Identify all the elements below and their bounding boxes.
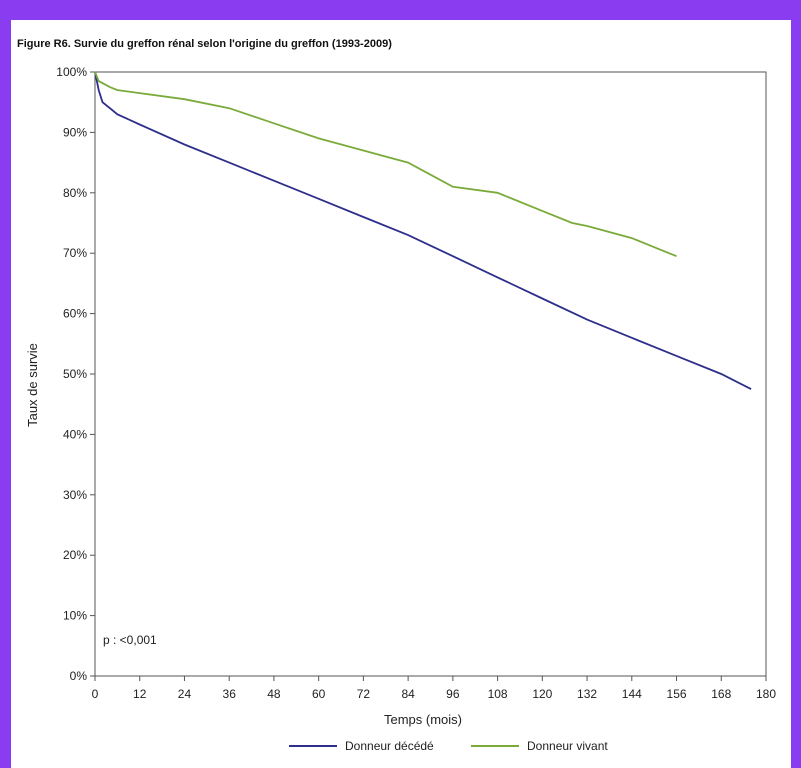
- legend-label: Donneur vivant: [527, 739, 608, 753]
- y-tick-label: 40%: [63, 427, 87, 441]
- legend-label: Donneur décédé: [345, 739, 434, 753]
- x-tick-label: 168: [711, 687, 731, 701]
- y-tick-label: 100%: [56, 65, 87, 79]
- y-tick-label: 0%: [70, 669, 88, 683]
- x-tick-label: 36: [223, 687, 237, 701]
- y-axis-label: Taux de survie: [25, 343, 40, 427]
- y-tick-label: 50%: [63, 367, 87, 381]
- y-tick-label: 90%: [63, 125, 87, 139]
- y-tick-label: 20%: [63, 548, 87, 562]
- y-tick-label: 80%: [63, 186, 87, 200]
- x-tick-label: 108: [488, 687, 508, 701]
- x-tick-label: 96: [446, 687, 460, 701]
- legend-item-donneur-vivant: Donneur vivant: [471, 739, 608, 753]
- y-tick-label: 30%: [63, 488, 87, 502]
- legend: Donneur décédé Donneur vivant: [289, 739, 608, 753]
- x-tick-label: 24: [178, 687, 192, 701]
- x-tick-label: 132: [577, 687, 597, 701]
- survival-chart: 0% 10% 20% 30% 40% 50% 60% 70% 80% 90% 100% 0 12 24 3…: [25, 65, 776, 753]
- legend-item-donneur-decede: Donneur décédé: [289, 739, 434, 753]
- x-tick-label: 180: [756, 687, 776, 701]
- y-axis: 0% 10% 20% 30% 40% 50% 60% 70% 80% 90% 100%: [56, 65, 95, 683]
- x-tick-label: 12: [133, 687, 147, 701]
- x-tick-label: 156: [667, 687, 687, 701]
- series-line-donneur-decede: [94, 71, 752, 390]
- y-tick-label: 60%: [63, 307, 87, 321]
- x-tick-label: 60: [312, 687, 326, 701]
- x-tick-label: 72: [357, 687, 371, 701]
- x-tick-label: 144: [622, 687, 642, 701]
- x-axis: 0 12 24 36 48 60 72 84 96 108 120 132 144 156 168 180: [92, 676, 776, 701]
- p-value-annotation: p : <0,001: [103, 633, 157, 647]
- figure-title: Figure R6. Survie du greffon rénal selon…: [17, 38, 392, 50]
- x-tick-label: 0: [92, 687, 99, 701]
- series-line-donneur-vivant: [94, 71, 677, 258]
- x-tick-label: 84: [401, 687, 415, 701]
- x-tick-label: 120: [532, 687, 552, 701]
- series-layer: [94, 71, 752, 390]
- figure-panel: Figure R6. Survie du greffon rénal selon…: [11, 20, 791, 768]
- x-tick-label: 48: [267, 687, 281, 701]
- plot-area: [94, 71, 767, 677]
- y-tick-label: 70%: [63, 246, 87, 260]
- x-axis-label: Temps (mois): [384, 712, 462, 727]
- y-tick-label: 10%: [63, 609, 87, 623]
